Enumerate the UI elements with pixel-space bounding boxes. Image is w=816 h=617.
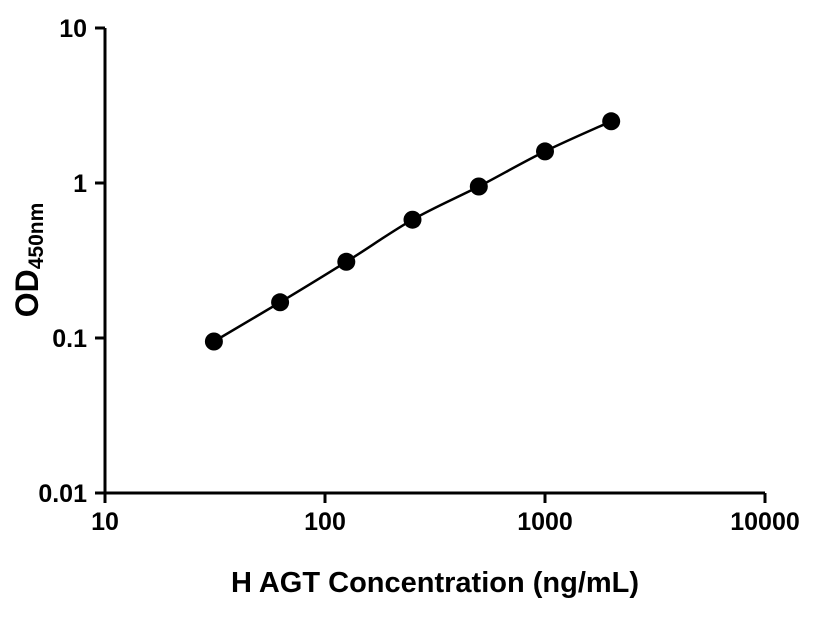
data-point-marker xyxy=(536,142,554,161)
y-tick-label: 0.01 xyxy=(38,480,87,508)
x-tick-label: 10 xyxy=(91,508,119,536)
y-axis-title-subscript: 450nm xyxy=(25,203,48,270)
x-tick-label: 100 xyxy=(304,508,346,536)
y-tick-label: 1 xyxy=(73,170,87,198)
data-point-marker xyxy=(204,332,223,351)
y-tick-label: 0.1 xyxy=(52,325,87,353)
data-point-marker xyxy=(271,293,290,312)
data-series-layer xyxy=(204,112,621,351)
tick-labels-layer: 10 100 1000 10000 10 1 0.1 0.01 xyxy=(38,15,799,536)
x-tick-label: 1000 xyxy=(517,508,573,536)
data-point-marker xyxy=(337,252,356,271)
tick-marks-layer xyxy=(95,26,767,503)
data-point-marker xyxy=(469,177,488,196)
y-axis-title-main: OD xyxy=(9,269,45,317)
y-tick-label: 10 xyxy=(59,15,87,43)
x-axis-title: H AGT Concentration (ng/mL) xyxy=(231,567,639,599)
y-axis-title: OD450nm xyxy=(9,203,48,318)
axes xyxy=(103,28,765,495)
x-tick-label: 10000 xyxy=(730,508,800,536)
data-point-marker xyxy=(403,210,422,229)
data-point-marker xyxy=(602,112,621,131)
